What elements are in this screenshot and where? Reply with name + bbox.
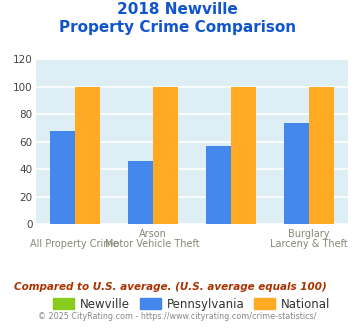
Bar — [50, 131, 75, 224]
Bar — [231, 87, 256, 224]
Bar — [206, 146, 231, 224]
Bar — [284, 123, 309, 224]
Text: © 2025 CityRating.com - https://www.cityrating.com/crime-statistics/: © 2025 CityRating.com - https://www.city… — [38, 312, 317, 321]
Text: Burglary: Burglary — [288, 229, 329, 239]
Bar — [309, 87, 334, 224]
Text: Motor Vehicle Theft: Motor Vehicle Theft — [105, 239, 200, 249]
Text: Larceny & Theft: Larceny & Theft — [270, 239, 348, 249]
Bar — [128, 161, 153, 224]
Bar — [75, 87, 100, 224]
Bar — [153, 87, 178, 224]
Text: 2018 Newville: 2018 Newville — [117, 2, 238, 16]
Legend: Newville, Pennsylvania, National: Newville, Pennsylvania, National — [48, 293, 335, 315]
Text: Property Crime Comparison: Property Crime Comparison — [59, 20, 296, 35]
Text: Arson: Arson — [139, 229, 166, 239]
Text: All Property Crime: All Property Crime — [30, 239, 119, 249]
Text: Compared to U.S. average. (U.S. average equals 100): Compared to U.S. average. (U.S. average … — [14, 282, 327, 292]
